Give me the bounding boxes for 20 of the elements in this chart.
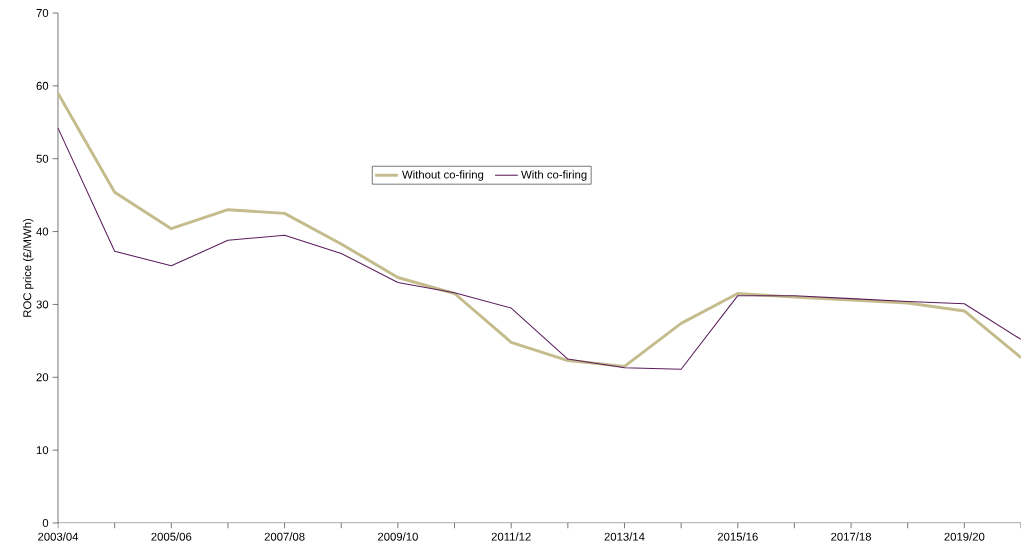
x-tick-label: 2013/14 xyxy=(604,532,645,541)
x-tick-label: 2005/06 xyxy=(151,532,192,541)
x-tick-label: 2015/16 xyxy=(717,532,758,541)
y-tick-label: 50 xyxy=(36,154,49,163)
y-tick-label: 60 xyxy=(36,81,49,90)
x-tick-label: 2009/10 xyxy=(377,532,418,541)
y-tick-label: 0 xyxy=(42,519,49,527)
legend-label: Without co-firing xyxy=(402,170,484,181)
x-tick-label: 2003/04 xyxy=(38,532,79,541)
y-tick-label: 20 xyxy=(36,373,49,382)
y-tick-label: 10 xyxy=(36,446,49,455)
y-tick-label: 70 xyxy=(36,9,49,18)
y-tick-label: 40 xyxy=(36,227,49,236)
x-tick-label: 2011/12 xyxy=(491,532,531,541)
y-tick-label: 30 xyxy=(36,300,49,309)
x-tick-label: 2007/08 xyxy=(264,532,305,541)
legend-label: With co-firing xyxy=(521,170,587,181)
x-tick-label: 2019/20 xyxy=(944,532,985,541)
x-tick-label: 2017/18 xyxy=(831,532,872,541)
y-axis-title: ROC price (£/MWh) xyxy=(22,218,34,317)
